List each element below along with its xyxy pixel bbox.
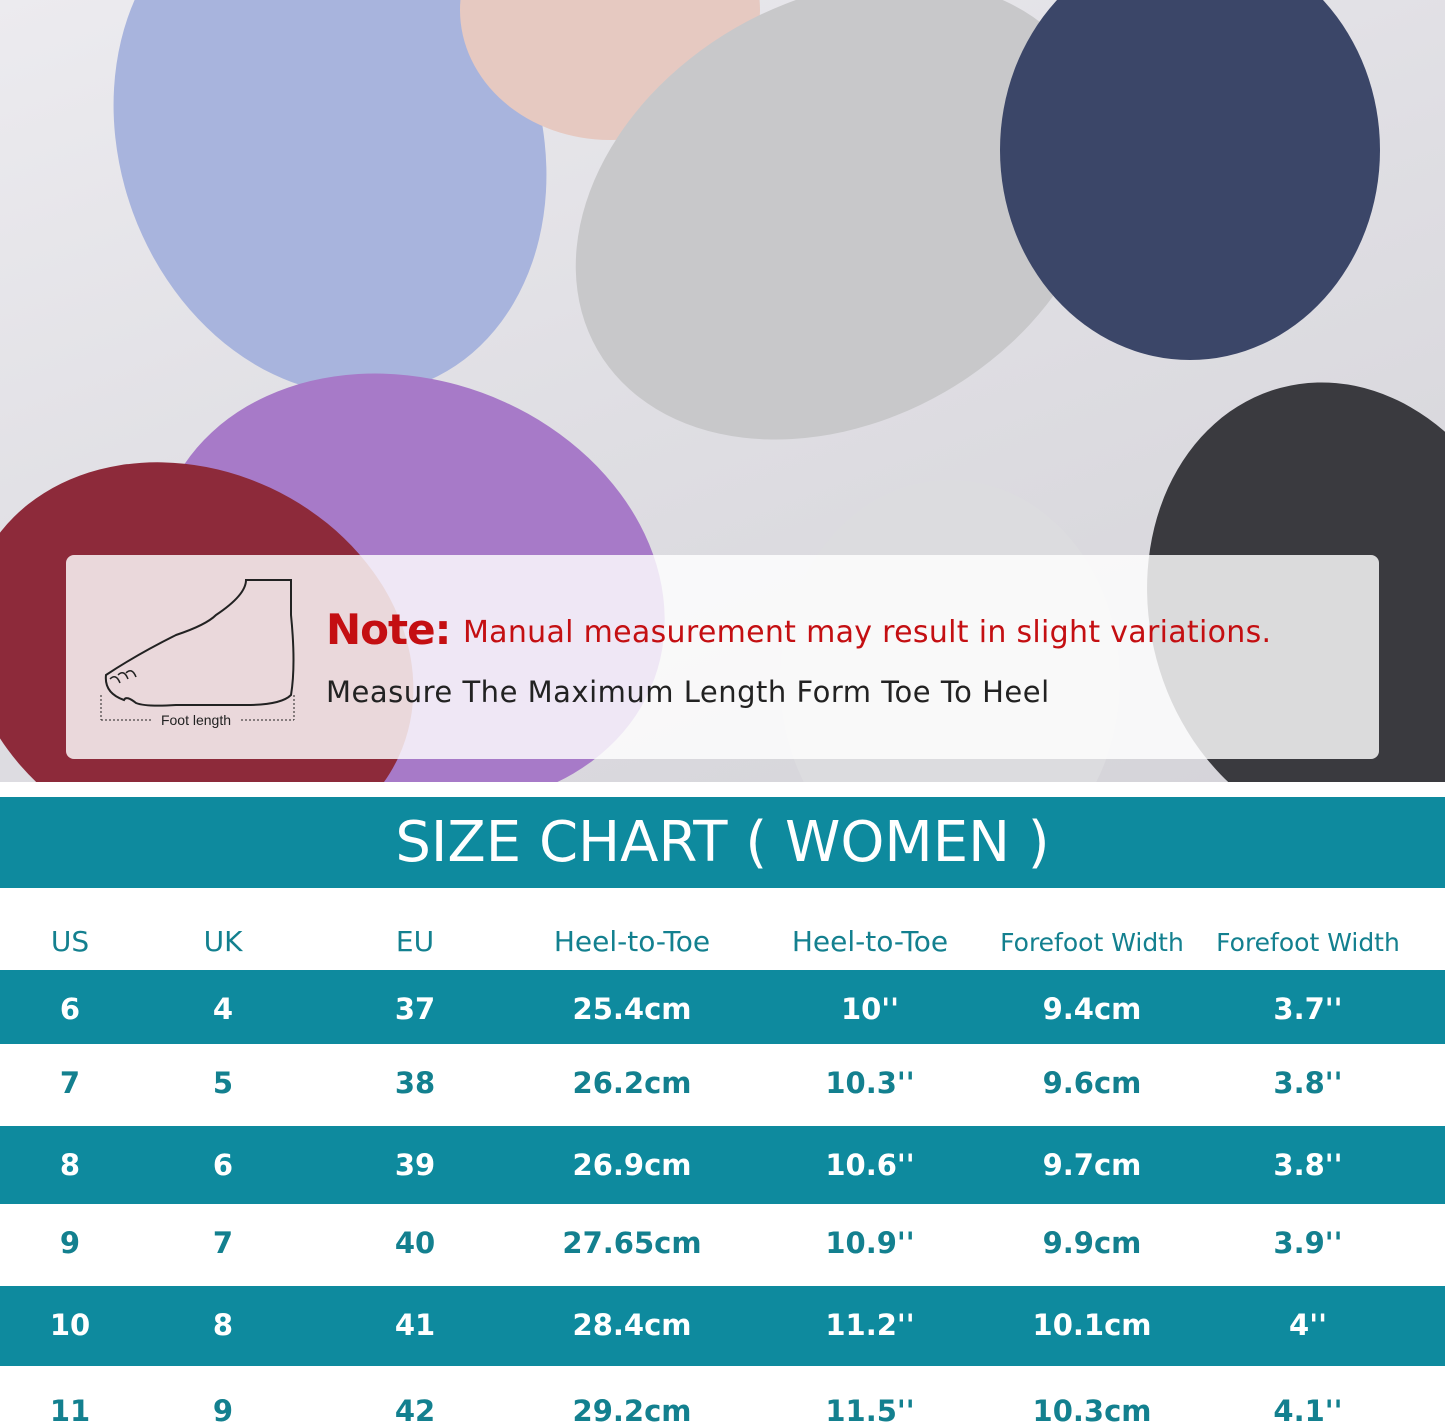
column-header: Forefoot Width: [1000, 928, 1184, 957]
table-cell: 4'': [1289, 1308, 1327, 1342]
table-cell: 26.2cm: [572, 1066, 692, 1100]
table-cell: 38: [394, 1066, 436, 1100]
table-cell: 6: [212, 1148, 234, 1182]
table-cell: 39: [394, 1148, 436, 1182]
note-subtext: Measure The Maximum Length Form Toe To H…: [326, 675, 1050, 709]
table-cell: 28.4cm: [572, 1308, 692, 1342]
table-row: 7 5 38 26.2cm 10.3'' 9.6cm 3.8'': [0, 1044, 1445, 1126]
table-cell: 9.7cm: [1042, 1148, 1142, 1182]
table-cell: 10'': [840, 992, 900, 1026]
table-cell: 6: [59, 992, 81, 1026]
note-text: Manual measurement may result in slight …: [463, 615, 1272, 650]
table-cell: 37: [394, 992, 436, 1026]
table-cell: 40: [394, 1226, 436, 1260]
size-chart-title: SIZE CHART ( WOMEN ): [0, 797, 1445, 888]
table-row: 11 9 42 29.2cm 11.5'' 10.3cm 4.1'': [0, 1366, 1445, 1428]
column-header: Heel-to-Toe: [791, 925, 949, 958]
column-header: UK: [203, 925, 243, 958]
table-cell: 9: [59, 1226, 81, 1260]
product-photo: Foot length Note: Manual measurement may…: [0, 0, 1445, 782]
column-header: Forefoot Width: [1216, 928, 1400, 957]
table-cell: 7: [212, 1226, 234, 1260]
table-cell: 26.9cm: [572, 1148, 692, 1182]
table-cell: 4: [212, 992, 234, 1026]
table-cell: 11.5'': [825, 1394, 915, 1428]
table-cell: 7: [59, 1066, 81, 1100]
table-cell: 10.3cm: [1032, 1394, 1152, 1428]
column-header: EU: [395, 925, 435, 958]
table-cell: 10.6'': [825, 1148, 915, 1182]
table-cell: 10.3'': [825, 1066, 915, 1100]
table-cell: 11.2'': [825, 1308, 915, 1342]
table-row: 10 8 41 28.4cm 11.2'' 10.1cm 4'': [0, 1286, 1445, 1366]
table-cell: 8: [212, 1308, 234, 1342]
table-cell: 27.65cm: [562, 1226, 702, 1260]
table-cell: 8: [59, 1148, 81, 1182]
table-cell: 10.1cm: [1032, 1308, 1152, 1342]
table-cell: 3.7'': [1273, 992, 1343, 1026]
table-cell: 10: [49, 1308, 91, 1342]
table-cell: 9: [212, 1394, 234, 1428]
table-cell: 5: [212, 1066, 234, 1100]
table-row: 6 4 37 25.4cm 10'' 9.4cm 3.7'': [0, 970, 1445, 1044]
note-title: Note:: [326, 605, 451, 654]
slipper-navy: [1000, 0, 1380, 360]
table-cell: 9.4cm: [1042, 992, 1142, 1026]
table-cell: 29.2cm: [572, 1394, 692, 1428]
table-cell: 3.8'': [1273, 1066, 1343, 1100]
table-cell: 9.6cm: [1042, 1066, 1142, 1100]
table-cell: 25.4cm: [572, 992, 692, 1026]
table-cell: 3.8'': [1273, 1148, 1343, 1182]
table-cell: 11: [49, 1394, 91, 1428]
table-cell: 10.9'': [825, 1226, 915, 1260]
column-header: US: [50, 925, 90, 958]
foot-length-label: Foot length: [161, 712, 231, 728]
column-header: Heel-to-Toe: [553, 925, 711, 958]
table-header-row: US UK EU Heel-to-Toe Heel-to-Toe Forefoot Wid…: [0, 888, 1445, 970]
table-row: 8 6 39 26.9cm 10.6'' 9.7cm 3.8'': [0, 1126, 1445, 1204]
note-card: Foot length Note: Manual measurement may…: [66, 555, 1379, 759]
table-cell: 9.9cm: [1042, 1226, 1142, 1260]
table-cell: 42: [394, 1394, 436, 1428]
foot-diagram-icon: Foot length: [100, 579, 295, 728]
table-cell: 3.9'': [1273, 1226, 1343, 1260]
table-cell: 4.1'': [1273, 1394, 1343, 1428]
table-cell: 41: [394, 1308, 436, 1342]
table-row: 9 7 40 27.65cm 10.9'' 9.9cm 3.9'': [0, 1204, 1445, 1286]
